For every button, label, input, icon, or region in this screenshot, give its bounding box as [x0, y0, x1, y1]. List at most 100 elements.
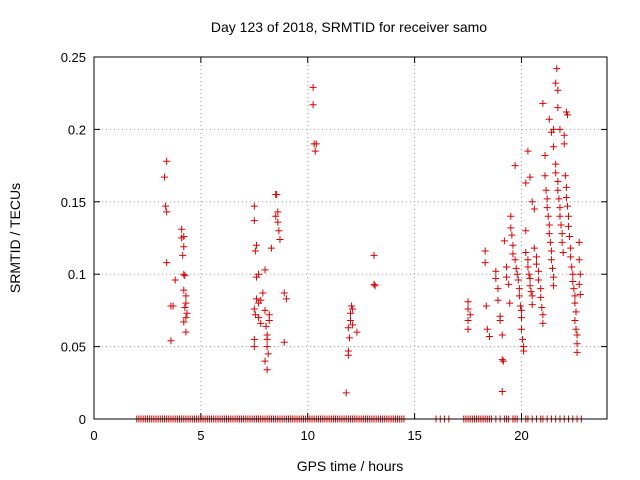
data-point — [482, 302, 490, 310]
data-point — [347, 317, 354, 325]
data-point — [481, 259, 489, 267]
data-point — [546, 238, 554, 246]
data-point — [559, 248, 567, 256]
data-point — [539, 311, 547, 319]
data-point — [561, 172, 569, 180]
data-point — [353, 328, 361, 336]
data-point — [500, 237, 508, 245]
data-point — [537, 293, 545, 301]
data-point — [571, 299, 579, 307]
data-point — [505, 280, 513, 288]
data-point — [568, 263, 576, 271]
y-tick-label: 0.1 — [68, 267, 86, 282]
data-point — [251, 311, 259, 319]
data-point — [250, 202, 258, 210]
data-point — [519, 335, 527, 343]
data-point — [370, 280, 378, 288]
data-point — [494, 296, 502, 304]
data-point — [370, 251, 378, 259]
data-point — [499, 357, 507, 365]
data-point — [161, 173, 169, 181]
data-point — [515, 292, 523, 300]
data-point — [182, 299, 190, 307]
plot-frame — [93, 56, 608, 420]
data-point — [163, 259, 171, 267]
data-point — [554, 178, 562, 186]
data-point — [526, 275, 534, 283]
data-point — [541, 151, 549, 159]
data-point — [567, 244, 575, 252]
data-point — [562, 183, 570, 191]
data-point — [515, 285, 523, 293]
data-point — [563, 111, 571, 119]
data-point — [518, 306, 525, 314]
data-point — [498, 356, 506, 364]
data-point — [464, 298, 472, 306]
data-point — [565, 222, 573, 230]
data-point — [562, 108, 570, 116]
data-point — [280, 338, 288, 346]
data-point — [543, 195, 551, 203]
data-point — [573, 331, 581, 339]
data-point — [508, 231, 516, 239]
data-point — [526, 282, 534, 290]
data-point — [252, 241, 260, 249]
data-point — [555, 195, 563, 203]
x-tick-label: 0 — [90, 428, 97, 443]
data-point — [556, 125, 564, 133]
data-point — [567, 253, 575, 261]
data-point — [492, 267, 500, 275]
x-tick-label: 20 — [514, 428, 528, 443]
data-point — [180, 243, 188, 251]
data-point — [342, 389, 350, 397]
data-point — [261, 266, 269, 274]
data-point — [167, 337, 175, 345]
data-point — [349, 305, 357, 313]
chart-title: Day 123 of 2018, SRMTID for receiver sam… — [211, 19, 487, 35]
data-point — [525, 270, 533, 278]
x-tick-labels: 0 5 10 15 20 — [90, 428, 528, 443]
data-point — [569, 277, 577, 285]
data-point — [311, 147, 319, 155]
data-point — [544, 212, 552, 220]
data-point — [558, 238, 566, 246]
data-point — [530, 244, 538, 252]
data-point — [264, 350, 272, 358]
data-point — [512, 264, 520, 272]
data-point — [556, 204, 564, 212]
data-point — [262, 322, 270, 330]
data-point — [524, 256, 532, 264]
data-point — [261, 357, 269, 365]
data-point — [522, 179, 530, 187]
data-point — [518, 325, 525, 333]
data-point — [563, 202, 571, 210]
data-point — [528, 292, 536, 300]
data-point — [552, 160, 560, 168]
grid-lines — [94, 57, 607, 419]
data-point — [180, 318, 188, 326]
data-point — [494, 285, 502, 293]
data-point — [526, 173, 534, 181]
data-point — [257, 319, 265, 327]
data-point — [548, 264, 556, 272]
data-point — [554, 186, 562, 194]
data-point — [511, 162, 519, 170]
data-point — [265, 311, 273, 319]
data-point — [560, 140, 568, 148]
data-point — [524, 147, 532, 155]
data-point — [573, 340, 581, 348]
data-point — [570, 285, 578, 293]
data-point — [250, 305, 258, 313]
axis-ticks — [93, 56, 607, 420]
data-point — [492, 275, 500, 283]
data-point — [576, 290, 584, 298]
data-point — [573, 348, 581, 356]
data-point — [255, 314, 263, 322]
data-point — [464, 305, 472, 313]
data-point — [545, 221, 553, 229]
data-point — [518, 314, 525, 322]
y-tick-label: 0.15 — [61, 195, 86, 210]
data-point — [562, 193, 570, 201]
data-point — [539, 319, 547, 327]
data-point — [545, 115, 553, 123]
